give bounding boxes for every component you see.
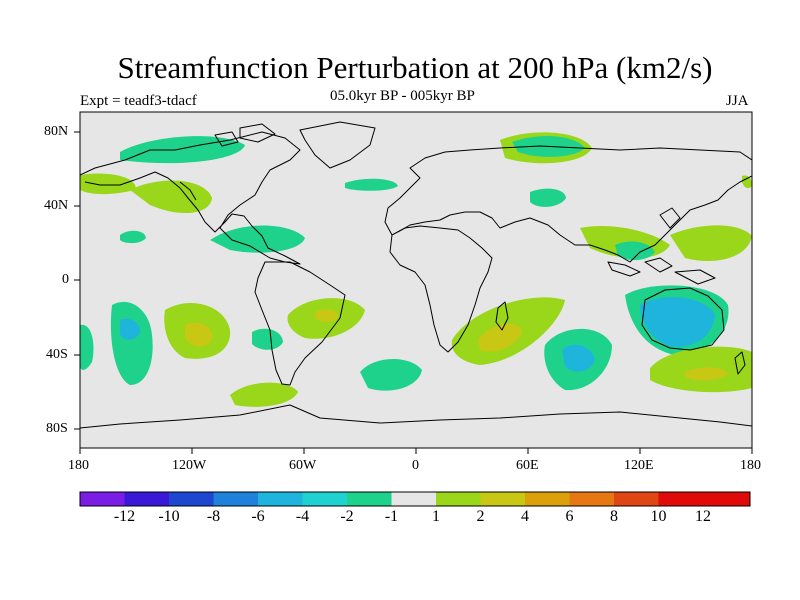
x-tick-label: 180 xyxy=(740,458,761,473)
season-label: JJA xyxy=(726,93,749,109)
colorbar-swatch xyxy=(436,492,481,506)
colorbar-swatch xyxy=(347,492,392,506)
x-tick-label: 120W xyxy=(172,458,207,473)
contour-region xyxy=(80,173,136,195)
contour-region xyxy=(185,322,213,347)
colorbar-swatch xyxy=(658,492,703,506)
colorbar-label: 2 xyxy=(476,508,485,525)
colorbar-label: -10 xyxy=(158,508,180,525)
colorbar-label: -1 xyxy=(384,508,399,525)
axis-ticks xyxy=(74,131,753,454)
colorbar-swatch xyxy=(80,492,125,506)
colorbar-swatch xyxy=(302,492,347,506)
contour-region xyxy=(120,230,146,244)
colorbar-label: -12 xyxy=(113,508,136,525)
contour-region xyxy=(230,382,298,407)
contour-region xyxy=(742,175,752,189)
colorbar-swatch xyxy=(213,492,258,506)
contour-region xyxy=(210,225,305,253)
colorbar xyxy=(79,491,751,507)
plot-title: Streamfunction Perturbation at 200 hPa (… xyxy=(117,50,713,85)
colorbar-label: 10 xyxy=(650,508,667,525)
colorbar-label: -4 xyxy=(295,508,310,525)
colorbar-swatch xyxy=(124,492,169,506)
colorbar-swatch xyxy=(703,492,750,506)
colorbar-swatch xyxy=(614,492,659,506)
experiment-label: Expt = teadf3-tdacf xyxy=(80,93,197,109)
map-background xyxy=(80,112,752,448)
colorbar-label: 8 xyxy=(610,508,618,525)
colorbar-swatch xyxy=(480,492,525,506)
colorbar-swatch xyxy=(525,492,570,506)
colorbar-label: -6 xyxy=(251,508,265,525)
contour-region xyxy=(615,241,655,261)
y-tick-label: 80N xyxy=(44,124,69,139)
contour-region xyxy=(685,367,728,381)
contour-region xyxy=(252,328,283,350)
contour-region xyxy=(640,297,715,347)
contour-fields xyxy=(80,132,752,407)
contour-region xyxy=(530,188,566,207)
contour-region xyxy=(345,178,398,191)
x-tick-label: 60W xyxy=(289,458,317,473)
y-tick-label: 40S xyxy=(46,347,68,362)
colorbar-swatch xyxy=(258,492,303,506)
contour-region xyxy=(120,318,140,340)
x-tick-label: 120E xyxy=(624,458,654,473)
x-tick-label: 0 xyxy=(412,458,419,473)
contour-region xyxy=(562,344,595,372)
colorbar-border xyxy=(79,491,751,507)
x-tick-label: 180 xyxy=(68,458,89,473)
contour-region xyxy=(130,180,212,214)
colorbar-swatch xyxy=(169,492,214,506)
contour-region xyxy=(478,323,522,352)
colorbar-swatch xyxy=(569,492,614,506)
y-tick-label: 40N xyxy=(44,198,69,213)
x-tick-label: 60E xyxy=(516,458,539,473)
contour-region xyxy=(80,324,94,370)
colorbar-label: -8 xyxy=(206,508,221,525)
contour-region xyxy=(360,358,422,391)
colorbar-label: 6 xyxy=(565,508,574,525)
contour-region xyxy=(670,225,752,262)
colorbar-label: -2 xyxy=(340,508,354,525)
plot-subtitle: 05.0kyr BP - 005kyr BP xyxy=(330,88,475,104)
colorbar-label: 1 xyxy=(432,508,440,525)
coastlines xyxy=(80,121,752,429)
y-tick-label: 0 xyxy=(62,272,69,287)
y-tick-label: 80S xyxy=(46,421,68,436)
colorbar-label: 4 xyxy=(521,508,529,525)
contour-region xyxy=(315,309,339,322)
colorbar-swatch xyxy=(391,492,436,506)
colorbar-label: 12 xyxy=(695,508,711,525)
